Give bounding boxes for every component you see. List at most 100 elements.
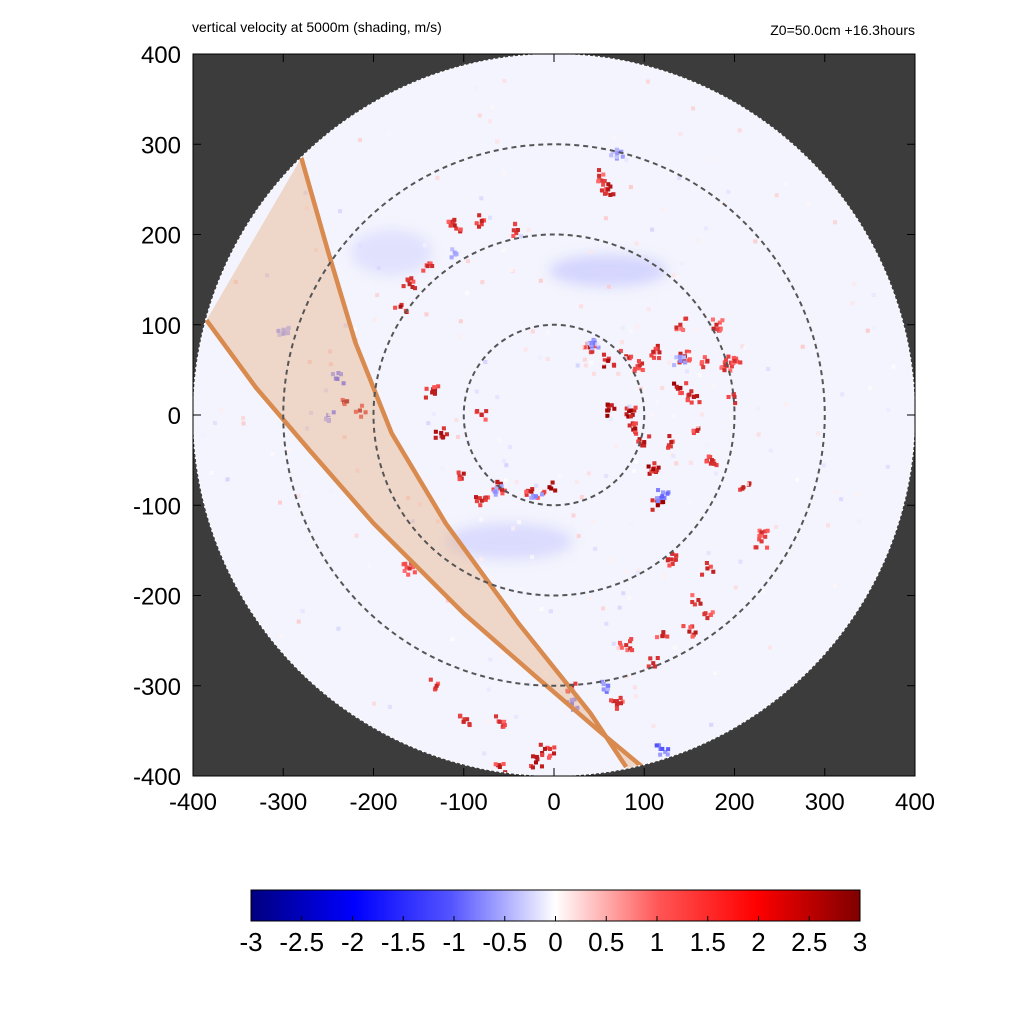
field-speckle	[501, 248, 506, 253]
field-speckle	[488, 215, 493, 220]
cell-pixel	[687, 358, 692, 363]
cell-core	[678, 358, 683, 363]
field-speckle	[608, 417, 613, 422]
cell-pixel	[569, 698, 574, 703]
cell-pixel	[650, 507, 655, 512]
field-speckle	[832, 584, 837, 589]
cell-pixel	[432, 391, 437, 396]
downdraft-cell	[655, 488, 671, 504]
cell-pixel	[667, 434, 672, 439]
cell-pixel	[602, 178, 607, 184]
cell-pixel	[649, 469, 654, 474]
cell-core	[637, 363, 642, 368]
cell-pixel	[728, 368, 733, 373]
downdraft-cell	[672, 354, 688, 368]
field-speckle	[507, 445, 513, 450]
cell-pixel	[500, 487, 505, 492]
cell-core	[533, 494, 538, 499]
field-speckle	[738, 559, 743, 564]
cell-pixel	[652, 664, 657, 669]
cell-core	[642, 440, 647, 445]
updraft-cell	[340, 397, 350, 407]
y-tick-label: -300	[133, 674, 181, 701]
cell-pixel	[636, 359, 641, 364]
field-speckle	[454, 417, 459, 423]
cell-pixel	[708, 612, 713, 618]
cell-pixel	[690, 600, 695, 605]
cell-pixel	[493, 492, 498, 497]
colorbar-tick-label: 3	[853, 927, 867, 957]
field-speckle	[774, 524, 779, 529]
cell-pixel	[688, 625, 693, 630]
downdraft-cell	[330, 371, 346, 386]
field-speckle	[756, 406, 761, 411]
cell-pixel	[655, 635, 660, 640]
cell-pixel	[599, 188, 604, 193]
updraft-cell	[423, 384, 441, 400]
cell-pixel	[665, 557, 670, 562]
cell-core	[633, 426, 638, 431]
cell-core	[479, 412, 484, 418]
cell-pixel	[428, 677, 433, 682]
cell-pixel	[726, 394, 731, 400]
cell-pixel	[652, 469, 657, 474]
cell-pixel	[606, 182, 611, 187]
cell-pixel	[658, 752, 663, 757]
field-speckle	[569, 524, 574, 529]
cell-pixel	[655, 655, 660, 661]
cell-pixel	[502, 723, 507, 728]
field-speckle	[705, 443, 710, 448]
field-speckle	[744, 482, 749, 487]
field-speckle	[655, 296, 660, 301]
cell-pixel	[726, 354, 731, 359]
cell-core	[606, 683, 611, 688]
cell-pixel	[477, 213, 482, 218]
field-speckle	[852, 282, 857, 287]
field-speckle	[766, 366, 771, 371]
cell-core	[651, 661, 656, 666]
cell-pixel	[655, 343, 660, 348]
cell-pixel	[444, 432, 449, 437]
cell-pixel	[710, 317, 715, 322]
field-speckle	[304, 205, 309, 210]
cell-pixel	[675, 386, 680, 391]
field-speckle	[795, 477, 800, 482]
cell-pixel	[634, 431, 639, 436]
updraft-cell	[609, 695, 625, 711]
cell-pixel	[757, 533, 762, 538]
cell-core	[678, 322, 683, 327]
cell-pixel	[276, 328, 281, 333]
field-speckle	[617, 605, 622, 610]
cell-core	[493, 489, 498, 494]
cell-core	[452, 223, 457, 228]
cell-pixel	[614, 154, 619, 160]
colorbar-tick-label: -1.5	[381, 927, 426, 957]
cell-pixel	[636, 366, 642, 371]
field-speckle	[783, 181, 788, 186]
cell-pixel	[639, 361, 645, 366]
updraft-cell	[446, 217, 463, 234]
cell-pixel	[448, 223, 453, 228]
cell-core	[533, 760, 538, 765]
cell-core	[741, 485, 746, 490]
updraft-cell	[457, 713, 472, 728]
cell-pixel	[340, 397, 345, 402]
cell-pixel	[605, 687, 610, 692]
field-speckle	[367, 563, 372, 568]
cell-pixel	[540, 750, 545, 755]
cell-pixel	[473, 495, 479, 500]
field-speckle	[515, 274, 520, 279]
field-speckle	[314, 247, 319, 252]
field-speckle	[671, 414, 676, 419]
cell-pixel	[331, 410, 336, 415]
cell-pixel	[601, 352, 607, 357]
cell-pixel	[700, 572, 705, 577]
cell-pixel	[452, 217, 457, 222]
cell-pixel	[575, 705, 580, 710]
field-speckle	[713, 671, 718, 676]
field-speckle	[519, 234, 524, 239]
cell-pixel	[462, 717, 467, 722]
cell-pixel	[665, 634, 670, 639]
field-speckle	[612, 134, 617, 139]
field-speckle	[800, 344, 805, 349]
